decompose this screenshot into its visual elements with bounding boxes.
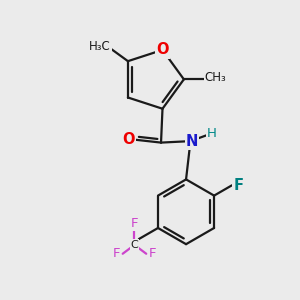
Text: CH₃: CH₃ [205,71,226,84]
Text: F: F [131,217,138,230]
Text: F: F [233,178,243,193]
Text: F: F [112,247,120,260]
Text: C: C [130,240,138,250]
Text: N: N [186,134,198,148]
Text: H₃C: H₃C [89,40,111,53]
Text: F: F [149,247,157,260]
Text: H: H [207,127,217,140]
Text: O: O [122,132,135,147]
Text: O: O [156,42,169,57]
